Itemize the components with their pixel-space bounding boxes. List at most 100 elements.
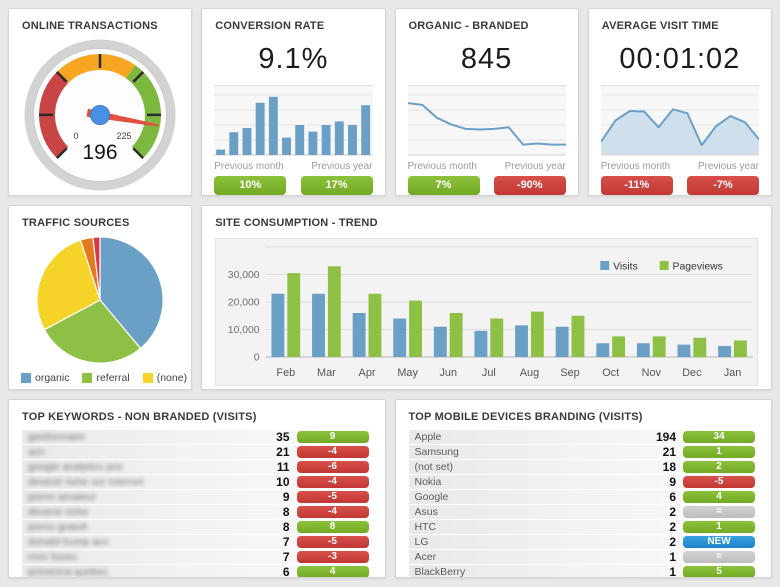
row-label: BlackBerry bbox=[414, 565, 466, 578]
legend-label: organic bbox=[35, 372, 70, 384]
prev-month-label: Previous month bbox=[600, 161, 671, 172]
trend-badge: -5 bbox=[296, 490, 369, 503]
table-row: Nokia 9 -5 bbox=[408, 475, 758, 489]
trend-badge: NEW bbox=[683, 535, 755, 548]
svg-text:Sep: Sep bbox=[561, 367, 580, 379]
prev-year-badge: -7% bbox=[687, 176, 759, 195]
table-row: Apple 194 34 bbox=[408, 430, 758, 444]
row-value: 10 bbox=[276, 474, 290, 489]
trend-badge: 1 bbox=[683, 520, 755, 533]
row-value: 1 bbox=[669, 564, 676, 578]
table-row: porno gratuit 8 8 bbox=[22, 520, 372, 534]
kpi-badges: 10% 17% bbox=[202, 172, 384, 195]
kpi-badges: -11% -7% bbox=[589, 172, 771, 195]
trend-badge: -4 bbox=[296, 475, 369, 488]
legend-label: (none) bbox=[156, 372, 188, 384]
row-value: 2 bbox=[669, 519, 676, 534]
trend-badge: -4 bbox=[296, 445, 369, 458]
table-row: Samsung 21 1 bbox=[408, 444, 758, 459]
svg-text:225: 225 bbox=[117, 131, 132, 141]
svg-text:Feb: Feb bbox=[277, 367, 296, 379]
legend-swatch bbox=[142, 373, 153, 383]
row-label: Nokia bbox=[414, 475, 442, 488]
prev-year-label: Previous year bbox=[504, 161, 566, 172]
panel-title: TRAFFIC SOURCES bbox=[22, 217, 130, 229]
row-value: 9 bbox=[282, 489, 290, 504]
row-label: porno amateur bbox=[28, 490, 97, 503]
panel-title: TOP KEYWORDS - NON BRANDED (VISITS) bbox=[22, 411, 257, 423]
svg-text:Jun: Jun bbox=[440, 367, 458, 379]
panel-title: CONVERSION RATE bbox=[215, 20, 325, 32]
row-label: porno gratuit bbox=[28, 520, 87, 533]
trend-badge: 8 bbox=[296, 520, 369, 533]
prev-month-label: Previous month bbox=[214, 161, 284, 172]
table-row: porno amateur 9 -5 bbox=[22, 490, 372, 504]
svg-text:May: May bbox=[398, 367, 419, 379]
row-label: mon fuceu bbox=[28, 550, 78, 563]
row-value: 6 bbox=[669, 489, 676, 504]
row-label: Apple bbox=[414, 430, 442, 443]
panel-site-consumption: SITE CONSUMPTION - TREND 0 10,000 20,000 30… bbox=[201, 205, 772, 390]
prev-month-label: Previous month bbox=[407, 161, 477, 172]
row-label: donald trump acn bbox=[28, 535, 110, 548]
table-row: HTC 2 1 bbox=[408, 519, 758, 534]
row-value: 2 bbox=[669, 534, 676, 549]
table-row: Google 6 4 bbox=[408, 489, 758, 504]
panel-conversion-rate: CONVERSION RATE 9.1% Previous month Prev… bbox=[201, 8, 386, 196]
trend-badge: -6 bbox=[296, 460, 369, 473]
row-label: acn bbox=[28, 445, 45, 458]
panel-title: AVERAGE VISIT TIME bbox=[601, 20, 719, 32]
svg-text:Jul: Jul bbox=[482, 367, 496, 379]
panel-top-devices: TOP MOBILE DEVICES BRANDING (VISITS) App… bbox=[394, 399, 772, 578]
table-row: devenir riche 8 -4 bbox=[22, 505, 372, 519]
prev-year-badge: 17% bbox=[300, 176, 373, 195]
prev-month-badge: 7% bbox=[407, 176, 480, 195]
traffic-pie-chart bbox=[36, 236, 164, 364]
row-label: Samsung bbox=[414, 445, 459, 458]
trend-badge: 2 bbox=[683, 460, 755, 473]
kpi-value: 00:01:02 bbox=[619, 43, 741, 75]
trend-badge: 34 bbox=[683, 430, 755, 443]
legend-item-referral: referral bbox=[82, 372, 130, 384]
organic-spark-chart bbox=[407, 94, 566, 156]
table-row: donald trump acn 7 -5 bbox=[22, 535, 372, 549]
table-row: BlackBerry 1 5 bbox=[408, 564, 758, 578]
row-label: (not set) bbox=[414, 460, 454, 473]
svg-text:Dec: Dec bbox=[682, 367, 702, 379]
row-value: 21 bbox=[662, 444, 676, 459]
panel-title: SITE CONSUMPTION - TREND bbox=[215, 217, 378, 229]
legend-item-organic: organic bbox=[21, 372, 69, 384]
visittime-spark-chart bbox=[600, 94, 759, 156]
trend-badge: 5 bbox=[683, 565, 755, 577]
row-label: LG bbox=[414, 535, 429, 548]
prev-year-badge: -90% bbox=[493, 176, 566, 195]
prev-year-label: Previous year bbox=[311, 161, 373, 172]
row-value: 18 bbox=[662, 459, 676, 474]
panel-top-keywords: TOP KEYWORDS - NON BRANDED (VISITS) gest… bbox=[8, 399, 386, 578]
svg-text:Mar: Mar bbox=[317, 367, 336, 379]
panel-average-visit-time: AVERAGE VISIT TIME 00:01:02 Previous mon… bbox=[587, 8, 772, 196]
prev-year-label: Previous year bbox=[697, 161, 759, 172]
panel-online-transactions: ONLINE TRANSACTIONS 0 225 196 bbox=[8, 8, 193, 196]
row-label: Acer bbox=[414, 550, 437, 563]
spark-box bbox=[407, 85, 566, 156]
panel-title: ONLINE TRANSACTIONS bbox=[22, 20, 158, 32]
svg-text:Nov: Nov bbox=[642, 367, 662, 379]
gauge-wrap: 0 225 196 bbox=[9, 35, 191, 193]
svg-text:Apr: Apr bbox=[359, 367, 376, 379]
row-label: Google bbox=[414, 490, 449, 503]
panel-organic-branded: ORGANIC - BRANDED 845 Previous month Pre… bbox=[394, 8, 579, 196]
svg-text:Aug: Aug bbox=[520, 367, 539, 379]
row-value: 7 bbox=[282, 549, 290, 564]
pie-wrap bbox=[9, 232, 191, 365]
keywords-table: gestionnaire 35 9 acn 21 -4 google analytics p… bbox=[9, 426, 385, 578]
trend-box: 0 10,000 20,000 30,000 Feb Mar Apr May Jun Jul Aug… bbox=[215, 238, 758, 386]
row-value: 8 bbox=[282, 519, 290, 534]
row-label: gestionnaire bbox=[28, 430, 86, 443]
legend-item-none: (none) bbox=[142, 372, 188, 384]
row-value: 6 bbox=[282, 564, 290, 578]
kpi-foot: Previous month Previous year bbox=[202, 155, 384, 172]
